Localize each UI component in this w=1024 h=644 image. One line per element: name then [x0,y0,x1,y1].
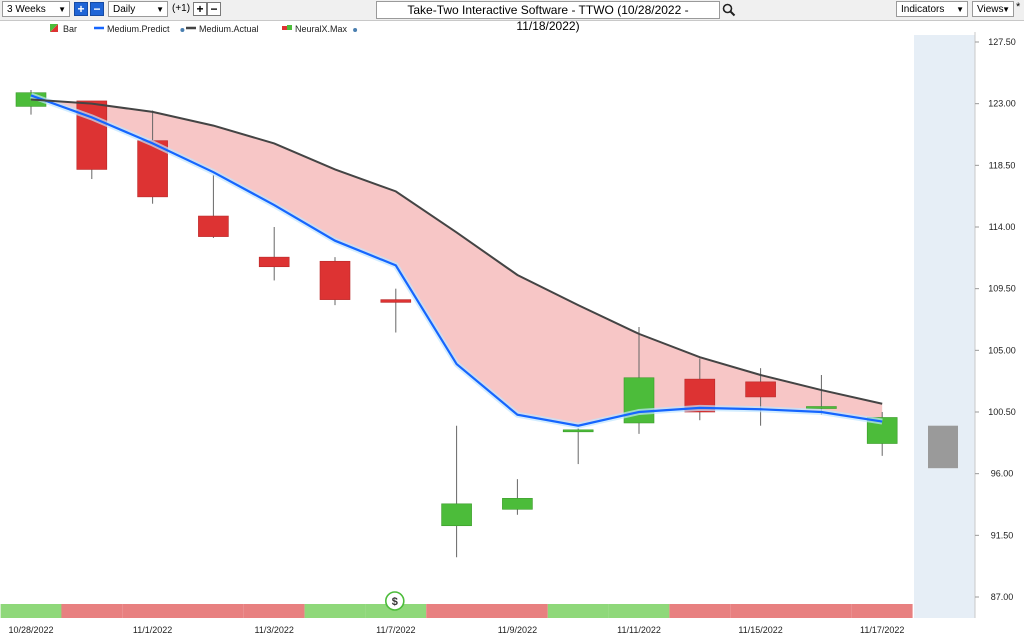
medium-actual-line [30,98,883,405]
search-icon[interactable] [722,3,736,17]
neuralx-segment [547,604,609,618]
interval-select-label: Daily [113,4,136,15]
zoom-in-button[interactable]: + [74,2,88,16]
neuralx-segment [243,604,305,618]
indicator-lines [29,92,883,429]
offset-label: (+1) [172,3,191,14]
neuralx-segment [426,604,487,618]
legend-label: Medium.Actual [199,24,259,34]
candle-body[interactable] [441,503,472,527]
neuralx-segment [122,604,183,618]
candle-body[interactable] [806,406,837,409]
y-tick-label: 87.00 [991,592,1014,602]
x-tick-label: 11/15/2022 [738,625,782,635]
chevron-down-icon: ▼ [156,5,164,14]
candle-body[interactable] [319,260,351,300]
legend-label: NeuralX.Max [295,24,348,34]
neural-icon-up [287,25,292,30]
views-select-label: Views [977,4,1004,15]
x-tick-label: 11/11/2022 [617,625,661,635]
legend-label: Bar [63,24,77,34]
candle-body[interactable] [745,381,776,398]
interval-select[interactable]: Daily ▼ [108,1,168,17]
y-tick-label: 105.00 [988,345,1016,355]
candle-body[interactable] [198,215,229,237]
neuralx-segment [61,604,123,618]
difference-fill [31,95,883,426]
indicators-select[interactable]: Indicators ▼ [896,1,968,17]
price-chart: Bar Medium.Predict Medium.Actual NeuralX.Ma… [0,24,1016,635]
neuralx-segment [608,604,670,618]
chevron-down-icon: ▼ [1002,5,1010,14]
difference-area [31,95,883,426]
y-tick-label: 127.50 [988,37,1016,47]
event-marker[interactable]: $ [384,591,405,611]
x-tick-label: 11/17/2022 [860,625,904,635]
bar-icon-up [50,24,58,32]
zoom-out-button[interactable]: − [90,2,104,16]
y-tick-label: 96.00 [991,469,1014,479]
indicators-select-label: Indicators [901,4,945,15]
y-axis: 127.50 123.00 118.50 114.00 109.50 105.00 100.… [975,37,1016,602]
candle-body[interactable] [258,256,290,268]
forecast-group [928,425,958,469]
dividend-marker-icon[interactable] [384,591,405,611]
neuralx-segment [365,604,427,618]
neuralx-strip [0,604,913,618]
pin-icon[interactable]: * [1016,1,1021,13]
legend-label: Medium.Predict [107,24,170,34]
y-tick-label: 109.50 [988,284,1016,294]
period-select[interactable]: 3 Weeks ▼ [2,1,70,17]
neuralx-segment [730,604,791,618]
candle-body[interactable] [380,299,412,303]
y-tick-label: 123.00 [988,99,1016,109]
x-tick-label: 11/1/2022 [133,625,172,635]
views-select[interactable]: Views ▼ [972,1,1014,17]
neuralx-segment [487,604,548,618]
candle-body[interactable] [502,498,533,510]
offset-plus-button[interactable]: + [193,2,207,16]
dividend-marker-symbol: $ [392,596,398,608]
offset-minus-button[interactable]: − [207,2,221,16]
x-tick-label: 11/3/2022 [255,625,294,635]
info-icon[interactable] [180,28,185,32]
neuralx-segment [851,604,913,618]
forecast-bar[interactable] [928,425,958,469]
y-tick-label: 100.50 [988,407,1016,417]
neuralx-segment [304,604,366,618]
y-tick-label: 118.50 [989,160,1016,170]
chevron-down-icon: ▼ [58,5,66,14]
period-select-label: 3 Weeks [7,4,46,15]
candle-body[interactable] [562,429,594,433]
forecast-area [914,35,975,618]
medium-predict-line [30,94,883,427]
neural-icon [282,26,287,30]
neuralx-segment [0,604,63,618]
chart-title: Take-Two Interactive Software - TTWO (10… [376,1,720,33]
x-tick-label: 11/9/2022 [498,625,537,635]
x-axis: 10/28/2022 11/1/2022 11/3/2022 11/7/2022 11/… [8,625,904,635]
info-icon[interactable] [353,28,358,32]
x-tick-label: 11/7/2022 [376,625,415,635]
neuralx-segment [183,604,244,618]
x-tick-label: 10/28/2022 [8,625,53,635]
y-tick-label: 114.00 [989,222,1016,232]
neuralx-segment [791,604,852,618]
y-tick-label: 91.50 [991,530,1014,540]
neuralx-segment [669,604,731,618]
chart-legend: Bar Medium.Predict Medium.Actual NeuralX.Ma… [50,24,358,34]
toolbar: 3 Weeks ▼ + − Daily ▼ (+1) + − Take-Two … [0,0,1024,33]
chevron-down-icon: ▼ [956,5,964,14]
